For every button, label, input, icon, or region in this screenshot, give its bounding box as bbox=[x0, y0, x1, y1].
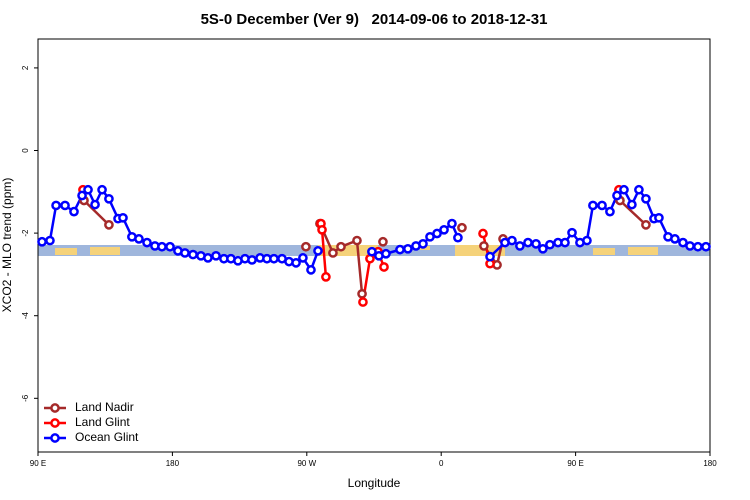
legend-label: Land Nadir bbox=[75, 400, 134, 414]
data-point bbox=[523, 237, 533, 248]
data-point bbox=[90, 199, 100, 210]
data-point bbox=[118, 212, 128, 223]
data-point bbox=[588, 200, 598, 211]
data-point bbox=[457, 222, 467, 233]
data-point bbox=[432, 228, 442, 239]
data-point bbox=[634, 184, 644, 195]
data-point bbox=[439, 224, 449, 235]
x-tick-label: 90 E bbox=[567, 459, 583, 468]
data-point bbox=[321, 272, 331, 282]
data-point bbox=[69, 206, 79, 217]
data-point bbox=[83, 184, 93, 195]
x-tick-label: 90 E bbox=[30, 459, 46, 468]
legend-label: Ocean Glint bbox=[75, 430, 139, 444]
data-point bbox=[627, 199, 637, 210]
x-tick-label: 180 bbox=[703, 459, 717, 468]
legend-swatch-point bbox=[50, 433, 60, 443]
data-point bbox=[37, 236, 47, 247]
data-point bbox=[301, 241, 311, 252]
y-axis-label: XCO2 - MLO trend (ppm) bbox=[0, 178, 14, 313]
x-tick-label: 180 bbox=[166, 459, 180, 468]
data-point bbox=[352, 235, 362, 246]
data-point bbox=[560, 237, 570, 248]
chart-title: 5S-0 December (Ver 9) 2014-09-06 to 2018… bbox=[201, 11, 548, 28]
legend-swatch-point bbox=[50, 403, 60, 413]
data-point bbox=[507, 235, 517, 246]
data-point bbox=[367, 246, 377, 257]
data-point bbox=[612, 190, 622, 201]
data-point bbox=[291, 257, 301, 268]
data-point bbox=[157, 241, 167, 252]
y-tick-label: -4 bbox=[21, 312, 30, 320]
data-point bbox=[670, 234, 680, 244]
data-point bbox=[641, 193, 651, 204]
y-tick-label: 2 bbox=[21, 65, 30, 70]
data-point bbox=[693, 241, 703, 252]
legend-swatch-point bbox=[50, 418, 60, 428]
data-point bbox=[531, 238, 541, 249]
data-point bbox=[60, 200, 70, 211]
x-axis-label: Longitude bbox=[348, 476, 401, 490]
data-point bbox=[395, 244, 405, 255]
data-point bbox=[104, 193, 114, 204]
data-point bbox=[298, 253, 308, 263]
data-point bbox=[134, 234, 144, 244]
legend-label: Land Glint bbox=[75, 415, 130, 429]
data-point bbox=[180, 248, 190, 258]
data-point bbox=[142, 237, 152, 248]
data-point bbox=[478, 228, 488, 239]
data-point bbox=[77, 190, 87, 201]
data-point bbox=[317, 224, 327, 235]
data-point bbox=[567, 227, 577, 238]
data-point bbox=[515, 241, 525, 251]
data-point bbox=[619, 184, 629, 195]
data-point bbox=[447, 218, 457, 229]
data-point bbox=[306, 265, 316, 275]
data-point bbox=[378, 236, 388, 247]
data-point bbox=[51, 200, 61, 211]
data-point bbox=[605, 206, 615, 217]
data-point bbox=[418, 238, 428, 249]
data-point bbox=[313, 246, 323, 256]
y-tick-label: -2 bbox=[21, 229, 30, 237]
data-point bbox=[357, 288, 367, 299]
data-point bbox=[358, 297, 368, 307]
data-point bbox=[479, 241, 489, 251]
x-tick-label: 90 W bbox=[297, 459, 316, 468]
data-point bbox=[104, 220, 114, 230]
data-point bbox=[211, 250, 221, 261]
data-point bbox=[247, 255, 257, 265]
data-point bbox=[654, 212, 664, 223]
data-point bbox=[45, 235, 55, 246]
data-point bbox=[328, 248, 338, 258]
data-point bbox=[701, 241, 711, 252]
data-point bbox=[269, 253, 279, 264]
data-point bbox=[485, 251, 495, 262]
data-point bbox=[403, 243, 413, 254]
data-point bbox=[597, 200, 607, 211]
data-point bbox=[165, 241, 175, 252]
data-point bbox=[545, 239, 555, 250]
data-point bbox=[453, 232, 463, 243]
data-point bbox=[641, 220, 651, 230]
data-point bbox=[336, 241, 346, 252]
data-point bbox=[188, 249, 198, 260]
data-point bbox=[379, 262, 389, 272]
data-point bbox=[97, 184, 107, 195]
data-point bbox=[203, 253, 213, 263]
y-tick-label: 0 bbox=[21, 148, 30, 153]
y-tick-label: -6 bbox=[21, 394, 30, 402]
x-tick-label: 0 bbox=[439, 459, 444, 468]
data-point bbox=[685, 241, 695, 251]
data-point bbox=[381, 248, 391, 259]
data-point bbox=[582, 235, 592, 246]
data-point bbox=[538, 243, 548, 254]
